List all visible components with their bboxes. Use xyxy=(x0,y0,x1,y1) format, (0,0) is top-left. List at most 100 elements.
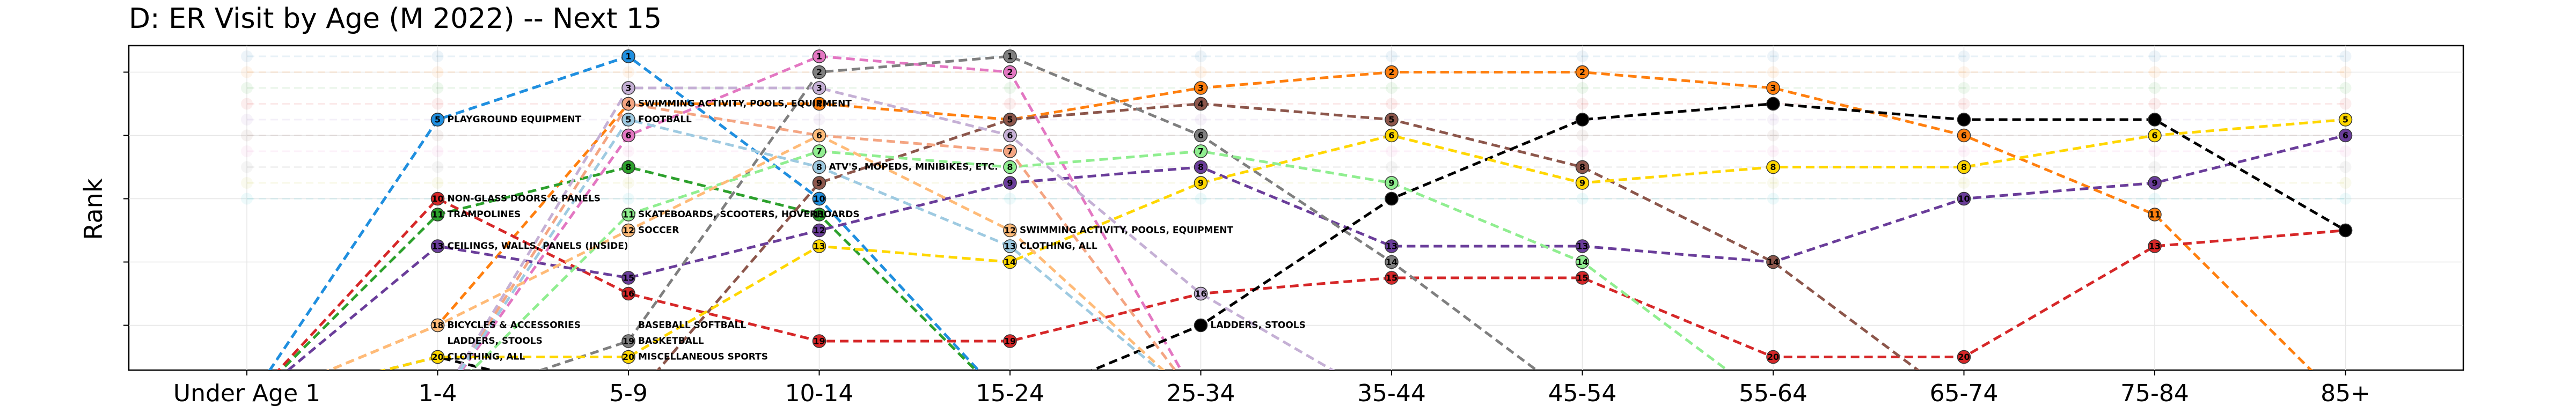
series-point xyxy=(1194,144,1208,158)
series-line xyxy=(276,197,2346,370)
series-point xyxy=(812,176,826,190)
point-rank-label: 5 xyxy=(1007,115,1013,125)
point-rank-label: 18 xyxy=(431,320,443,330)
series-point xyxy=(1194,160,1208,174)
point-annotation: BASEBALL SOFTBALL xyxy=(638,320,747,331)
background-series-layer xyxy=(241,50,2352,205)
point-annotation: NON-GLASS DOORS & PANELS xyxy=(448,194,601,204)
x-tick-label: 55-64 xyxy=(1739,380,1807,407)
point-rank-label: 6 xyxy=(1198,130,1204,141)
series-point xyxy=(1003,223,1017,238)
background-series-point xyxy=(2339,66,2352,78)
series-point xyxy=(1194,97,1208,111)
series-point xyxy=(1575,271,1590,285)
series-line xyxy=(460,55,1183,370)
series-point xyxy=(1766,81,1780,95)
x-tick-label: 75-84 xyxy=(2120,380,2189,407)
point-rank-label: 14 xyxy=(1576,257,1588,267)
point-rank-label: 8 xyxy=(1579,162,1585,172)
series-point xyxy=(1957,350,1971,364)
background-series-point xyxy=(1576,82,1589,94)
point-annotation: CEILINGS, WALLS, PANELS (INSIDE) xyxy=(448,241,628,252)
series-point xyxy=(621,271,635,285)
background-series-point xyxy=(1576,193,1589,205)
point-rank-label: 13 xyxy=(1386,241,1397,252)
point-rank-label: 13 xyxy=(431,241,443,252)
point-rank-label: 3 xyxy=(816,83,822,93)
point-rank-label: 5 xyxy=(1388,115,1394,125)
series-line xyxy=(326,134,1166,370)
background-series-point xyxy=(431,161,444,173)
background-series-point xyxy=(623,177,634,189)
point-rank-label: 3 xyxy=(1198,83,1204,93)
point-rank-label: 9 xyxy=(1198,178,1204,188)
series-point xyxy=(621,128,635,143)
series-point xyxy=(2338,128,2353,143)
point-rank-label: 14 xyxy=(1767,257,1779,267)
background-series-point xyxy=(623,145,634,157)
series-point xyxy=(1575,255,1590,269)
background-series-point xyxy=(1767,145,1779,157)
x-tick-label: 1-4 xyxy=(419,380,457,407)
background-series-point xyxy=(1386,161,1397,173)
series-point xyxy=(1385,239,1399,253)
series-point xyxy=(1194,128,1208,143)
point-rank-label: 20 xyxy=(431,352,443,362)
series-line xyxy=(279,165,978,370)
point-rank-label: 12 xyxy=(1004,225,1016,235)
point-annotation: BICYCLES & ACCESSORIES xyxy=(448,320,581,331)
x-tick-label: 35-44 xyxy=(1357,380,1426,407)
series-point xyxy=(812,208,826,222)
series-line xyxy=(656,102,1920,370)
series-point xyxy=(430,239,445,253)
series-point xyxy=(1957,160,1971,174)
series-point xyxy=(1957,128,1971,143)
point-rank-label: 7 xyxy=(1198,146,1204,157)
point-rank-label: 10 xyxy=(1386,194,1397,204)
point-rank-label: 9 xyxy=(1007,178,1013,188)
point-rank-label: 12 xyxy=(2339,225,2351,235)
series-point xyxy=(812,128,826,143)
point-rank-label: 14 xyxy=(1386,257,1397,267)
series-point xyxy=(1575,65,1590,79)
point-rank-label: 9 xyxy=(2151,178,2157,188)
series-point xyxy=(621,97,635,111)
background-series-point xyxy=(241,193,253,205)
background-series-point xyxy=(431,98,444,110)
point-rank-label: 8 xyxy=(1961,162,1967,172)
point-annotation: LADDERS, STOOLS xyxy=(1211,320,1306,331)
background-series-point xyxy=(2339,50,2352,62)
background-series-point xyxy=(1195,114,1207,126)
background-series-point xyxy=(1767,50,1779,62)
background-series-point xyxy=(1767,177,1779,189)
background-series-point xyxy=(2339,145,2352,157)
point-annotation: CLOTHING, ALL xyxy=(448,352,525,363)
point-rank-label: 9 xyxy=(1388,178,1394,188)
point-rank-label: 5 xyxy=(2151,115,2157,125)
point-rank-label: 14 xyxy=(1004,257,1016,267)
series-point xyxy=(1575,239,1590,253)
series-point xyxy=(812,223,826,238)
background-series-point xyxy=(241,177,253,189)
series-point xyxy=(1575,113,1590,127)
point-rank-label: 1 xyxy=(625,51,631,62)
series-point xyxy=(1003,128,1017,143)
background-series-point xyxy=(2339,161,2352,173)
series-point xyxy=(1766,350,1780,364)
point-rank-label: 11 xyxy=(431,210,443,220)
annotation-layer: PLAYGROUND EQUIPMENT NON-GLASS DOORS & PA… xyxy=(448,99,1306,363)
x-tick-label: Under Age 1 xyxy=(173,380,320,407)
series-point xyxy=(812,191,826,206)
series-point xyxy=(1003,160,1017,174)
series-point xyxy=(621,286,635,301)
point-rank-label: 6 xyxy=(625,130,631,141)
series-point xyxy=(2148,128,2162,143)
background-series-point xyxy=(1195,193,1207,205)
series-point xyxy=(1385,65,1399,79)
x-tick-label: 85+ xyxy=(2321,380,2370,407)
background-series-point xyxy=(1386,145,1397,157)
point-rank-label: 20 xyxy=(1958,352,1970,362)
series-point xyxy=(430,113,445,127)
point-rank-label: 3 xyxy=(625,83,631,93)
